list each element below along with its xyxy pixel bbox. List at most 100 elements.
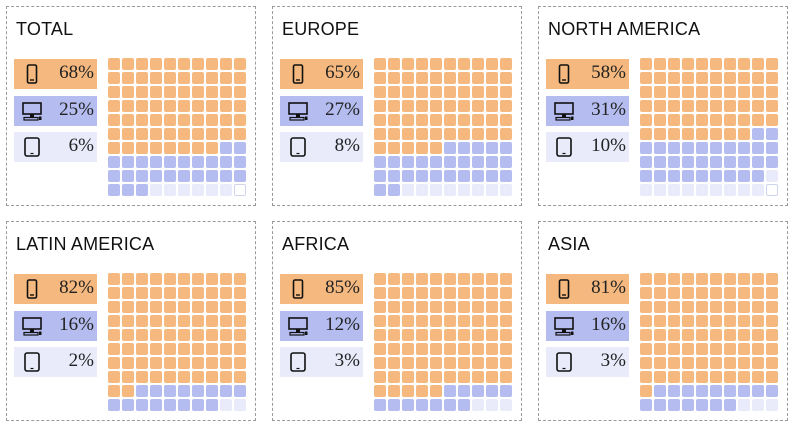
waffle-cell-mobile xyxy=(164,142,176,154)
waffle-cell-mobile xyxy=(766,58,778,70)
waffle-cell-mobile xyxy=(724,86,736,98)
waffle-cell-desktop xyxy=(472,170,484,182)
waffle-cell-mobile xyxy=(374,58,386,70)
waffle-cell-mobile xyxy=(724,329,736,341)
legend-row-tablet: 3% xyxy=(546,347,629,377)
waffle-cell-tablet xyxy=(472,399,484,411)
waffle-cell-mobile xyxy=(192,287,204,299)
waffle-cell-mobile xyxy=(682,273,694,285)
waffle-cell-mobile xyxy=(122,273,134,285)
waffle-cell-mobile xyxy=(164,357,176,369)
waffle-cell-mobile xyxy=(668,114,680,126)
waffle-cell-mobile xyxy=(458,301,470,313)
waffle-cell-mobile xyxy=(416,301,428,313)
waffle-cell-mobile xyxy=(724,301,736,313)
legend-row-desktop: 12% xyxy=(280,311,363,341)
waffle-grid xyxy=(640,273,778,411)
waffle-cell-mobile xyxy=(500,58,512,70)
waffle-cell-mobile xyxy=(192,371,204,383)
waffle-cell-mobile xyxy=(668,329,680,341)
waffle-cell-mobile xyxy=(668,315,680,327)
waffle-cell-mobile xyxy=(668,86,680,98)
waffle-cell-desktop xyxy=(640,156,652,168)
waffle-cell-mobile xyxy=(752,357,764,369)
waffle-cell-mobile xyxy=(500,357,512,369)
waffle-cell-mobile xyxy=(178,357,190,369)
waffle-cell-mobile xyxy=(458,287,470,299)
waffle-cell-desktop xyxy=(220,142,232,154)
desktop-computer-icon xyxy=(552,99,576,123)
waffle-cell-desktop xyxy=(136,399,148,411)
waffle-cell-mobile xyxy=(458,343,470,355)
waffle-cell-mobile xyxy=(696,128,708,140)
waffle-cell-mobile xyxy=(122,142,134,154)
waffle-cell-mobile xyxy=(388,142,400,154)
waffle-cell-mobile xyxy=(206,58,218,70)
waffle-cell-desktop xyxy=(192,385,204,397)
waffle-cell-mobile xyxy=(164,301,176,313)
waffle-cell-mobile xyxy=(234,58,246,70)
waffle-cell-desktop xyxy=(192,170,204,182)
waffle-cell-desktop xyxy=(654,142,666,154)
waffle-cell-mobile xyxy=(430,100,442,112)
waffle-cell-desktop xyxy=(738,170,750,182)
smartphone-icon xyxy=(286,62,310,86)
waffle-cell-desktop xyxy=(458,156,470,168)
waffle-cell-mobile xyxy=(416,100,428,112)
region-panel: EUROPE 65% 27% 8% xyxy=(272,6,522,206)
waffle-cell-mobile xyxy=(150,371,162,383)
waffle-cell-desktop xyxy=(192,156,204,168)
waffle-cell-mobile xyxy=(136,315,148,327)
waffle-cell-mobile xyxy=(150,72,162,84)
waffle-cell-mobile xyxy=(150,142,162,154)
waffle-cell-mobile xyxy=(388,58,400,70)
waffle-cell-mobile xyxy=(136,100,148,112)
legend-row-tablet: 3% xyxy=(280,347,363,377)
waffle-cell-mobile xyxy=(150,357,162,369)
panel-title: LATIN AMERICA xyxy=(16,234,155,254)
waffle-cell-desktop xyxy=(402,399,414,411)
waffle-cell-mobile xyxy=(668,100,680,112)
waffle-cell-tablet xyxy=(500,184,512,196)
waffle-cell-desktop xyxy=(108,156,120,168)
waffle-cell-mobile xyxy=(108,128,120,140)
waffle-cell-mobile xyxy=(654,357,666,369)
waffle-cell-mobile xyxy=(696,58,708,70)
waffle-cell-mobile xyxy=(682,357,694,369)
waffle-cell-mobile xyxy=(192,86,204,98)
waffle-cell-mobile xyxy=(108,301,120,313)
waffle-cell-mobile xyxy=(206,287,218,299)
waffle-cell-mobile xyxy=(444,287,456,299)
waffle-cell-mobile xyxy=(388,343,400,355)
data-label: 81% xyxy=(591,277,626,298)
waffle-cell-mobile xyxy=(668,343,680,355)
waffle-cell-mobile xyxy=(220,371,232,383)
waffle-cell-desktop xyxy=(150,170,162,182)
data-label: 8% xyxy=(334,135,360,156)
waffle-cell-desktop xyxy=(374,399,386,411)
waffle-cell-mobile xyxy=(374,100,386,112)
waffle-cell-mobile xyxy=(668,371,680,383)
waffle-cell-mobile xyxy=(738,315,750,327)
legend-row-mobile: 65% xyxy=(280,59,363,89)
waffle-cell-mobile xyxy=(234,357,246,369)
waffle-cell-mobile xyxy=(766,273,778,285)
waffle-cell-desktop xyxy=(374,156,386,168)
waffle-cell-mobile xyxy=(430,72,442,84)
waffle-cell-mobile xyxy=(444,114,456,126)
waffle-cell-mobile xyxy=(696,371,708,383)
region-panel: LATIN AMERICA 82% 16% 2% xyxy=(6,221,256,421)
waffle-cell-desktop xyxy=(374,170,386,182)
tablet-icon xyxy=(552,135,576,159)
waffle-cell-mobile xyxy=(710,287,722,299)
waffle-cell-tablet xyxy=(234,399,246,411)
waffle-cell-mobile xyxy=(696,100,708,112)
waffle-cell-desktop xyxy=(752,170,764,182)
waffle-cell-mobile xyxy=(374,343,386,355)
waffle-cell-mobile xyxy=(654,343,666,355)
waffle-cell-mobile xyxy=(458,114,470,126)
waffle-cell-desktop xyxy=(500,385,512,397)
waffle-cell-mobile xyxy=(206,315,218,327)
waffle-cell-mobile xyxy=(654,329,666,341)
waffle-cell-mobile xyxy=(430,287,442,299)
